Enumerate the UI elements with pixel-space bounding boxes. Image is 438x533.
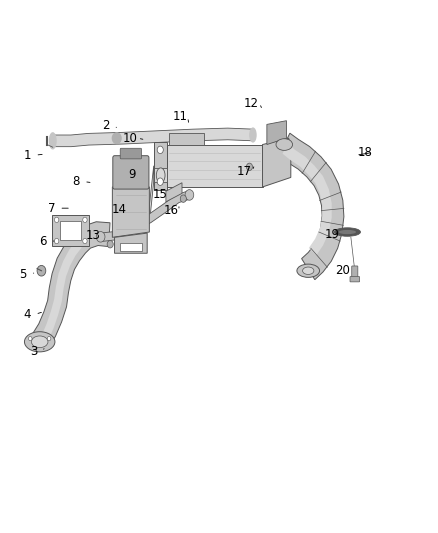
Polygon shape	[53, 128, 254, 147]
Circle shape	[83, 238, 87, 244]
FancyBboxPatch shape	[352, 266, 358, 278]
Text: 11: 11	[172, 110, 187, 124]
Text: 10: 10	[122, 132, 137, 144]
Polygon shape	[154, 142, 167, 190]
Polygon shape	[100, 191, 190, 241]
Ellipse shape	[250, 128, 256, 142]
Text: 5: 5	[19, 268, 27, 281]
Circle shape	[96, 231, 105, 242]
FancyBboxPatch shape	[167, 144, 262, 187]
FancyBboxPatch shape	[60, 221, 81, 240]
Text: 9: 9	[128, 168, 136, 181]
FancyBboxPatch shape	[113, 156, 149, 189]
Text: 7: 7	[48, 201, 55, 215]
Circle shape	[37, 265, 46, 276]
Ellipse shape	[156, 168, 165, 183]
Text: 3: 3	[30, 345, 38, 358]
FancyBboxPatch shape	[350, 277, 360, 282]
FancyBboxPatch shape	[52, 215, 89, 246]
Ellipse shape	[334, 228, 360, 236]
Polygon shape	[42, 241, 82, 340]
Text: 4: 4	[24, 308, 31, 321]
Polygon shape	[166, 183, 182, 202]
Circle shape	[83, 217, 87, 222]
Text: 6: 6	[39, 235, 46, 247]
Text: 16: 16	[164, 204, 179, 217]
Text: 8: 8	[73, 175, 80, 188]
Circle shape	[28, 336, 32, 341]
Text: 18: 18	[357, 146, 372, 159]
FancyBboxPatch shape	[154, 168, 167, 182]
Polygon shape	[120, 243, 141, 251]
Ellipse shape	[339, 230, 356, 234]
Polygon shape	[279, 133, 344, 280]
Circle shape	[107, 240, 113, 248]
Polygon shape	[33, 222, 110, 348]
Ellipse shape	[25, 332, 55, 352]
Text: 13: 13	[85, 229, 100, 242]
Polygon shape	[267, 120, 286, 144]
Ellipse shape	[297, 264, 320, 277]
Circle shape	[185, 190, 194, 200]
Polygon shape	[283, 144, 332, 255]
Text: 19: 19	[325, 228, 339, 241]
Polygon shape	[115, 233, 147, 253]
Polygon shape	[149, 166, 154, 224]
Ellipse shape	[32, 336, 48, 348]
Circle shape	[113, 133, 121, 143]
Ellipse shape	[276, 139, 293, 150]
FancyBboxPatch shape	[169, 133, 204, 144]
Circle shape	[47, 336, 51, 341]
Text: 14: 14	[111, 203, 127, 216]
Ellipse shape	[303, 267, 314, 274]
Ellipse shape	[49, 133, 56, 149]
Circle shape	[54, 217, 59, 222]
Circle shape	[157, 178, 163, 185]
Text: 1: 1	[24, 149, 31, 161]
Circle shape	[180, 195, 186, 203]
Text: 20: 20	[336, 264, 350, 277]
FancyBboxPatch shape	[120, 148, 141, 159]
Text: 12: 12	[244, 96, 259, 110]
Text: 15: 15	[153, 189, 168, 201]
Circle shape	[157, 146, 163, 154]
Polygon shape	[113, 187, 149, 237]
Text: 2: 2	[102, 119, 110, 133]
Text: 17: 17	[237, 165, 252, 177]
Circle shape	[54, 238, 59, 244]
Polygon shape	[262, 138, 291, 187]
Circle shape	[247, 163, 253, 171]
